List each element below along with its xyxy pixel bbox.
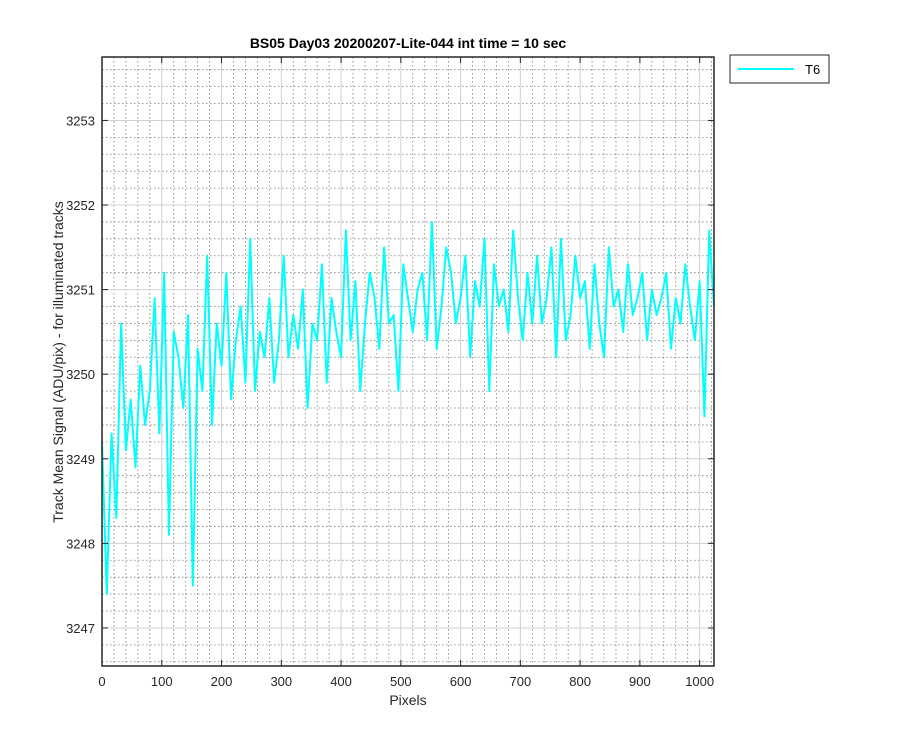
x-tick-label: 0 (98, 674, 105, 689)
x-tick-label: 1000 (685, 674, 714, 689)
minor-grid (102, 57, 714, 666)
legend-label-t6: T6 (805, 62, 820, 77)
y-tick-label: 3253 (66, 113, 95, 128)
x-tick-label: 800 (569, 674, 591, 689)
y-tick-label: 3248 (66, 536, 95, 551)
series-layer (101, 220, 715, 596)
y-tick-label: 3251 (66, 283, 95, 298)
y-axis-label: Track Mean Signal (ADU/pix) - for illumi… (50, 201, 66, 523)
x-tick-label: 500 (390, 674, 412, 689)
legend: T6 (729, 54, 830, 84)
x-tick-label: 100 (151, 674, 173, 689)
x-tick-label: 400 (330, 674, 352, 689)
x-tick-label: 600 (450, 674, 472, 689)
x-axis-label: Pixels (389, 692, 426, 708)
series-line-t6 (101, 220, 715, 596)
y-tick-label: 3247 (66, 621, 95, 636)
y-axis-ticks: 3247 3248 3249 3250 3251 3252 3253 (66, 113, 714, 636)
y-tick-label: 3249 (66, 452, 95, 467)
x-tick-label: 900 (629, 674, 651, 689)
y-tick-label: 3252 (66, 198, 95, 213)
chart-title: BS05 Day03 20200207-Lite-044 int time = … (250, 35, 567, 51)
x-tick-label: 300 (270, 674, 292, 689)
x-axis-ticks: 0 100 200 300 400 500 600 700 800 900 1000 (98, 57, 714, 689)
x-tick-label: 200 (211, 674, 233, 689)
plot-frame (101, 56, 715, 667)
x-tick-label: 700 (510, 674, 532, 689)
y-tick-label: 3250 (66, 367, 95, 382)
